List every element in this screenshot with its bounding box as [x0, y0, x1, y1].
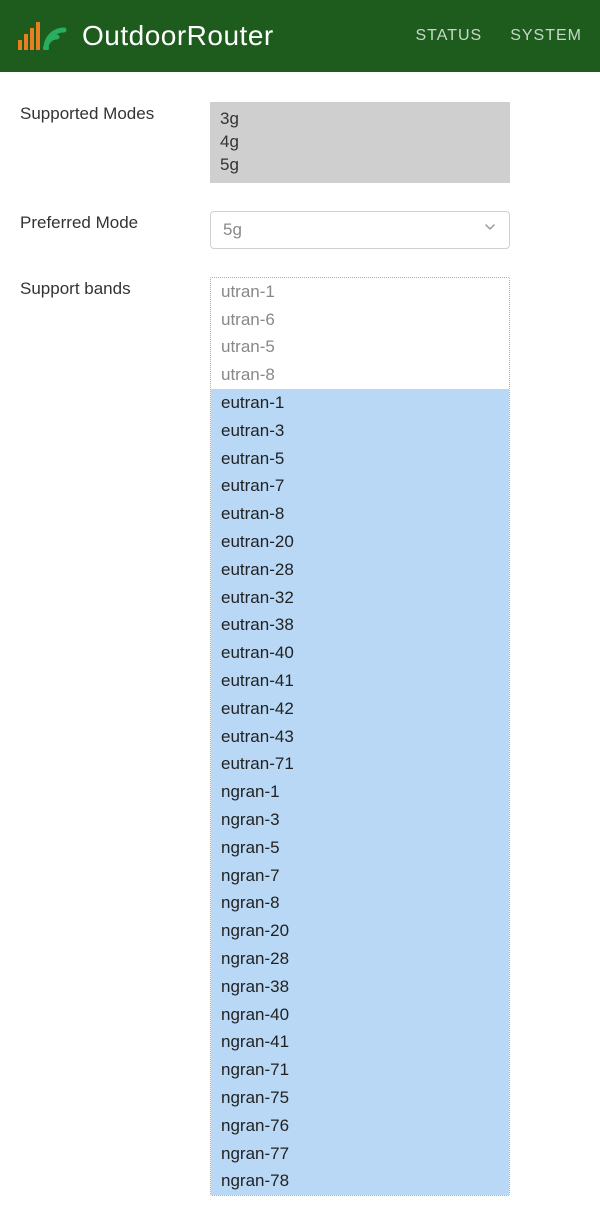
band-option[interactable]: eutran-5	[211, 445, 509, 473]
band-option[interactable]: utran-8	[211, 361, 509, 389]
band-option[interactable]: utran-5	[211, 333, 509, 361]
band-option[interactable]: ngran-75	[211, 1084, 509, 1112]
band-option[interactable]: ngran-40	[211, 1001, 509, 1029]
row-support-bands: Support bands utran-1utran-6utran-5utran…	[20, 277, 580, 1196]
supported-modes-list: 3g4g5g	[210, 102, 510, 183]
label-preferred-mode: Preferred Mode	[20, 211, 210, 249]
nav-system[interactable]: SYSTEM	[510, 27, 582, 45]
row-preferred-mode: Preferred Mode 5g	[20, 211, 580, 249]
supported-mode-item: 5g	[220, 154, 500, 177]
band-option[interactable]: eutran-71	[211, 750, 509, 778]
band-option[interactable]: eutran-38	[211, 611, 509, 639]
band-option[interactable]: eutran-41	[211, 667, 509, 695]
supported-mode-item: 3g	[220, 108, 500, 131]
band-option[interactable]: ngran-1	[211, 778, 509, 806]
band-option[interactable]: eutran-32	[211, 584, 509, 612]
top-nav: STATUS SYSTEM	[415, 27, 582, 45]
band-option[interactable]: eutran-7	[211, 472, 509, 500]
band-option[interactable]: ngran-78	[211, 1167, 509, 1195]
supported-mode-item: 4g	[220, 131, 500, 154]
band-option[interactable]: eutran-40	[211, 639, 509, 667]
brand-title: OutdoorRouter	[82, 20, 274, 52]
band-option[interactable]: ngran-20	[211, 917, 509, 945]
row-supported-modes: Supported Modes 3g4g5g	[20, 102, 580, 183]
band-option[interactable]: eutran-42	[211, 695, 509, 723]
header-bar: OutdoorRouter STATUS SYSTEM	[0, 0, 600, 72]
band-option[interactable]: eutran-28	[211, 556, 509, 584]
band-option[interactable]: eutran-1	[211, 389, 509, 417]
band-option[interactable]: ngran-41	[211, 1028, 509, 1056]
chevron-down-icon	[483, 220, 497, 239]
signal-icon	[18, 18, 72, 55]
band-option[interactable]: ngran-7	[211, 862, 509, 890]
band-option[interactable]: eutran-43	[211, 723, 509, 751]
nav-status[interactable]: STATUS	[415, 27, 482, 45]
band-option[interactable]: eutran-20	[211, 528, 509, 556]
label-support-bands: Support bands	[20, 277, 210, 1196]
content-area: Supported Modes 3g4g5g Preferred Mode 5g…	[0, 72, 600, 1226]
band-option[interactable]: ngran-76	[211, 1112, 509, 1140]
preferred-mode-value: 5g	[223, 220, 242, 240]
band-option[interactable]: ngran-5	[211, 834, 509, 862]
band-option[interactable]: eutran-8	[211, 500, 509, 528]
band-option[interactable]: ngran-38	[211, 973, 509, 1001]
label-supported-modes: Supported Modes	[20, 102, 210, 183]
band-option[interactable]: utran-6	[211, 306, 509, 334]
band-option[interactable]: ngran-8	[211, 889, 509, 917]
band-option[interactable]: utran-1	[211, 278, 509, 306]
band-option[interactable]: eutran-3	[211, 417, 509, 445]
logo-wrap: OutdoorRouter	[18, 18, 415, 55]
band-option[interactable]: ngran-28	[211, 945, 509, 973]
band-option[interactable]: ngran-3	[211, 806, 509, 834]
band-option[interactable]: ngran-77	[211, 1140, 509, 1168]
support-bands-list[interactable]: utran-1utran-6utran-5utran-8eutran-1eutr…	[210, 277, 510, 1196]
band-option[interactable]: ngran-71	[211, 1056, 509, 1084]
preferred-mode-select[interactable]: 5g	[210, 211, 510, 249]
